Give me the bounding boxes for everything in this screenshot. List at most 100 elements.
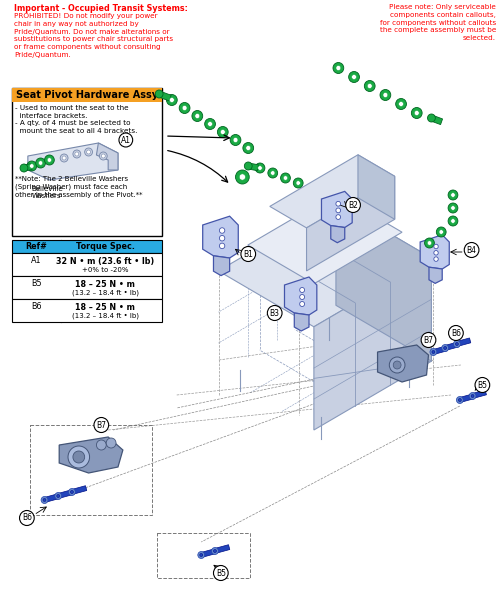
Circle shape [182,105,187,111]
Circle shape [444,346,446,349]
Circle shape [380,89,391,100]
Polygon shape [472,390,486,398]
Circle shape [68,488,75,496]
Polygon shape [429,267,442,283]
Circle shape [412,108,422,119]
Circle shape [47,158,52,162]
Circle shape [220,243,225,248]
Circle shape [396,99,406,110]
Circle shape [439,230,444,234]
Circle shape [471,395,474,398]
Text: B7: B7 [96,420,106,430]
Polygon shape [336,202,432,361]
Text: 18 – 25 N • m: 18 – 25 N • m [76,280,135,288]
Circle shape [336,208,340,213]
Circle shape [336,201,340,206]
Text: PROHIBITED! Do not modify your power
chair in any way not authorized by
Pride/Qu: PROHIBITED! Do not modify your power cha… [14,13,173,58]
Circle shape [102,154,105,158]
Text: B7: B7 [424,335,434,345]
Circle shape [20,510,34,526]
Circle shape [84,148,92,156]
FancyBboxPatch shape [12,240,162,253]
Text: B5: B5 [216,569,226,578]
Circle shape [68,446,90,468]
Text: 32 N • m (23.6 ft • lb): 32 N • m (23.6 ft • lb) [56,256,154,266]
Circle shape [428,114,436,122]
Circle shape [336,215,340,220]
Circle shape [70,490,74,493]
Circle shape [94,417,108,433]
Text: B6: B6 [32,302,42,311]
Circle shape [448,190,458,200]
Circle shape [434,250,438,255]
Circle shape [268,168,278,178]
Polygon shape [456,338,471,346]
Text: Seat Pivot Hardware Assy: Seat Pivot Hardware Assy [16,90,158,100]
Circle shape [364,81,375,92]
Circle shape [73,150,81,158]
Circle shape [458,398,462,401]
Polygon shape [44,494,60,502]
Circle shape [451,206,455,211]
Circle shape [233,138,238,143]
Circle shape [448,326,464,340]
Circle shape [464,242,479,258]
Circle shape [241,247,256,261]
Text: (13.2 – 18.4 ft • lb): (13.2 – 18.4 ft • lb) [72,313,138,319]
Circle shape [270,171,275,175]
Polygon shape [314,258,432,430]
Text: A1: A1 [121,135,131,144]
Polygon shape [459,394,473,403]
Circle shape [200,553,202,556]
Polygon shape [200,549,216,558]
Circle shape [414,111,419,116]
Circle shape [100,152,107,160]
Circle shape [258,166,262,170]
Circle shape [60,154,68,162]
Circle shape [75,152,79,156]
Polygon shape [248,193,402,284]
Text: B4: B4 [466,245,476,255]
Circle shape [36,158,46,168]
Circle shape [192,111,202,122]
Text: B1: B1 [244,250,253,258]
Polygon shape [444,342,459,351]
Polygon shape [284,277,317,315]
Circle shape [57,494,59,498]
Circle shape [38,161,43,165]
Circle shape [346,198,360,212]
Circle shape [218,127,228,138]
Polygon shape [158,91,171,101]
Circle shape [368,83,372,89]
Circle shape [204,119,216,130]
Polygon shape [322,192,352,228]
Circle shape [436,227,446,237]
Polygon shape [420,235,450,269]
Circle shape [448,203,458,213]
Circle shape [451,193,455,197]
FancyBboxPatch shape [12,299,162,322]
Circle shape [220,236,225,241]
Circle shape [220,130,225,135]
Circle shape [300,302,304,307]
Circle shape [451,218,455,223]
Polygon shape [28,143,118,180]
Circle shape [20,164,28,172]
Circle shape [30,164,34,168]
Circle shape [243,143,254,154]
Circle shape [230,135,241,146]
Polygon shape [218,202,432,327]
Circle shape [246,146,250,151]
Polygon shape [331,226,344,243]
Circle shape [86,150,90,154]
Polygon shape [430,115,442,125]
Text: **Note: The 2 Belleville Washers
(Spring Washer) must face each
other in the ass: **Note: The 2 Belleville Washers (Spring… [15,176,142,198]
Polygon shape [358,155,395,219]
Circle shape [300,288,304,293]
Polygon shape [58,490,73,498]
Circle shape [166,94,177,105]
Polygon shape [59,437,123,473]
Circle shape [448,216,458,226]
Circle shape [390,357,405,373]
Polygon shape [202,216,238,258]
